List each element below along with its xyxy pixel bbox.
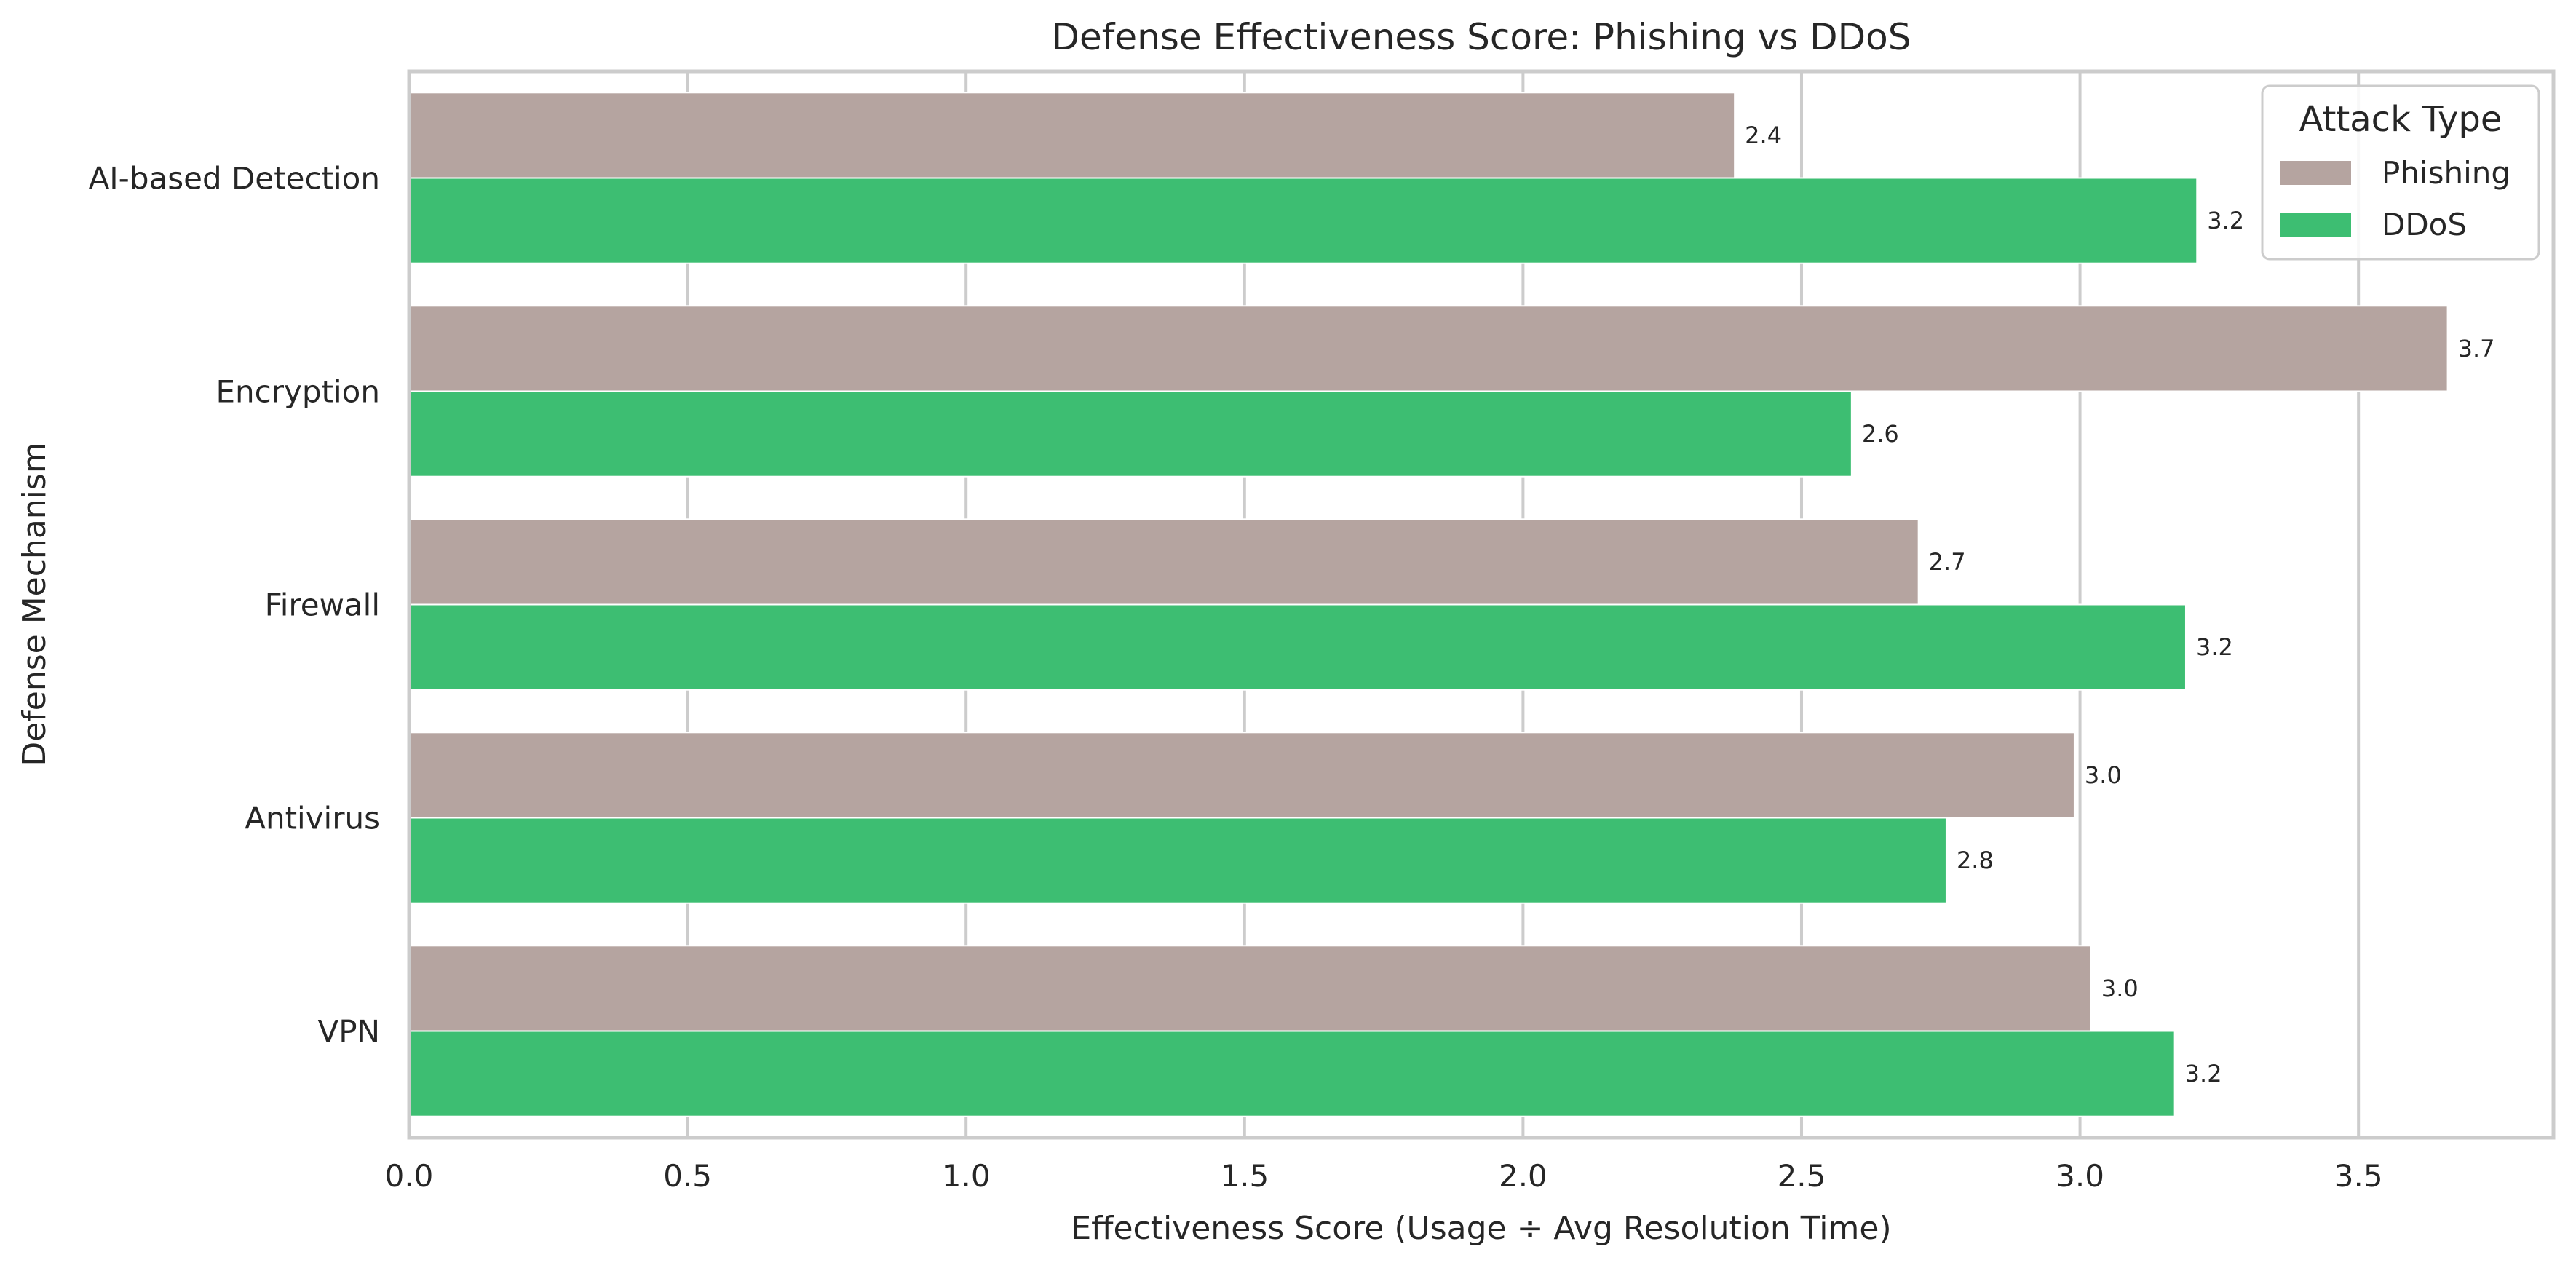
data-label-phishing-antivirus: 3.0 <box>2085 761 2122 789</box>
legend-label-phishing: Phishing <box>2382 155 2510 191</box>
bar-ddos-vpn <box>408 1030 2176 1117</box>
bar-phishing-antivirus <box>408 732 2075 819</box>
bar-ddos-firewall <box>408 603 2187 691</box>
data-label-phishing-firewall: 2.7 <box>1929 548 1966 576</box>
data-label-phishing-ai-based-detection: 2.4 <box>1745 122 1782 149</box>
data-label-ddos-vpn: 3.2 <box>2185 1060 2222 1087</box>
legend-label-ddos: DDoS <box>2382 207 2467 242</box>
bar-phishing-firewall <box>408 518 1919 606</box>
bar-phishing-encryption <box>408 305 2449 392</box>
legend: Attack Type Phishing DDoS <box>2261 84 2540 261</box>
y-tick-label-antivirus: Antivirus <box>245 801 380 836</box>
legend-swatch-phishing <box>2280 161 2351 185</box>
data-label-phishing-encryption: 3.7 <box>2458 335 2495 362</box>
y-axis-label: Defense Mechanism <box>16 442 53 766</box>
plot-frame <box>407 69 2556 1140</box>
y-tick-label-vpn: VPN <box>318 1014 380 1050</box>
x-tick-label-4: 2.0 <box>1499 1158 1547 1194</box>
data-label-ddos-encryption: 2.6 <box>1862 420 1899 448</box>
data-label-ddos-antivirus: 2.8 <box>1957 847 1994 874</box>
y-tick-label-ai-based-detection: AI-based Detection <box>89 161 380 197</box>
chart-title: Defense Effectiveness Score: Phishing vs… <box>1052 16 1911 58</box>
bar-ddos-antivirus <box>408 817 1947 904</box>
x-tick-label-2: 1.0 <box>942 1158 991 1194</box>
bar-phishing-ai-based-detection <box>408 92 1736 179</box>
x-tick-label-7: 3.5 <box>2334 1158 2383 1194</box>
bar-ddos-encryption <box>408 390 1852 478</box>
x-tick-label-0: 0.0 <box>385 1158 434 1194</box>
x-tick-label-3: 1.5 <box>1220 1158 1269 1194</box>
bar-ddos-ai-based-detection <box>408 177 2198 264</box>
data-label-phishing-vpn: 3.0 <box>2101 975 2139 1002</box>
y-tick-label-firewall: Firewall <box>265 587 380 623</box>
legend-swatch-ddos <box>2280 213 2351 237</box>
bar-phishing-vpn <box>408 945 2092 1032</box>
y-tick-label-encryption: Encryption <box>216 374 380 410</box>
legend-title: Attack Type <box>2299 99 2502 140</box>
x-tick-label-6: 3.0 <box>2056 1158 2104 1194</box>
x-tick-label-5: 2.5 <box>1778 1158 1826 1194</box>
x-axis-label: Effectiveness Score (Usage ÷ Avg Resolut… <box>1071 1210 1891 1247</box>
data-label-ddos-firewall: 3.2 <box>2196 633 2233 661</box>
data-label-ddos-ai-based-detection: 3.2 <box>2207 207 2244 234</box>
x-tick-label-1: 0.5 <box>663 1158 712 1194</box>
